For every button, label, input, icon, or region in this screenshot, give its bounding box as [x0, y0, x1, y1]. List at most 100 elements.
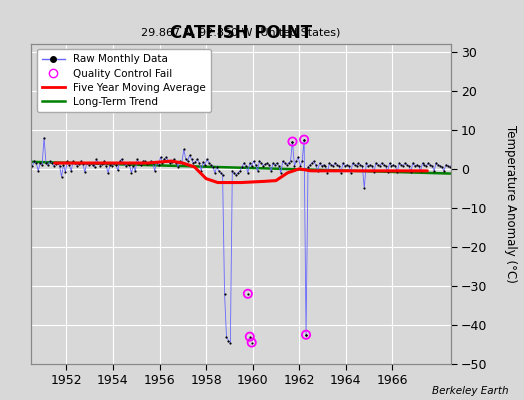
Point	[20, 164, 29, 170]
Point	[399, 162, 407, 169]
Point	[409, 160, 417, 166]
Point	[188, 156, 196, 162]
Point	[221, 290, 229, 297]
Point	[362, 160, 370, 166]
Point	[273, 160, 281, 166]
Point	[318, 162, 326, 169]
Point	[315, 160, 324, 166]
Legend: Raw Monthly Data, Quality Control Fail, Five Year Moving Average, Long-Term Tren: Raw Monthly Data, Quality Control Fail, …	[37, 49, 211, 112]
Point	[244, 170, 252, 176]
Point	[442, 162, 450, 168]
Point	[247, 162, 256, 169]
Point	[213, 164, 221, 170]
Point	[280, 160, 289, 166]
Point	[117, 156, 126, 162]
Point	[381, 162, 390, 169]
Point	[438, 164, 446, 170]
Point	[285, 160, 293, 166]
Point	[162, 154, 170, 160]
Point	[445, 164, 454, 170]
Point	[455, 162, 464, 168]
Point	[298, 158, 307, 164]
Point	[203, 156, 211, 162]
Point	[61, 169, 70, 175]
Point	[207, 162, 215, 168]
Point	[205, 160, 213, 166]
Point	[259, 162, 268, 169]
Point	[294, 154, 302, 160]
Point	[430, 168, 439, 174]
Point	[201, 162, 209, 168]
Point	[376, 162, 384, 169]
Point	[38, 162, 46, 168]
Point	[265, 162, 274, 168]
Point	[145, 160, 153, 166]
Point	[211, 170, 219, 176]
Point	[224, 337, 233, 344]
Point	[457, 162, 465, 169]
Point	[407, 169, 415, 175]
Point	[428, 162, 436, 169]
Point	[300, 136, 308, 143]
Point	[123, 160, 132, 166]
Point	[147, 158, 155, 164]
Point	[79, 161, 87, 167]
Point	[226, 339, 235, 346]
Point	[345, 162, 353, 169]
Point	[234, 170, 242, 176]
Point	[253, 168, 261, 174]
Point	[53, 160, 62, 166]
Point	[168, 159, 177, 165]
Point	[424, 160, 432, 166]
Point	[418, 160, 427, 166]
Point	[401, 160, 409, 166]
Point	[209, 164, 217, 170]
Point	[261, 161, 269, 167]
Point	[131, 168, 139, 174]
Point	[451, 164, 460, 170]
Point	[352, 162, 361, 169]
Point	[271, 162, 279, 168]
Point	[366, 162, 374, 168]
Point	[24, 164, 32, 170]
Point	[94, 160, 103, 166]
Point	[292, 158, 301, 164]
Point	[176, 158, 184, 164]
Point	[232, 172, 241, 178]
Point	[240, 160, 248, 166]
Point	[269, 160, 277, 166]
Point	[83, 160, 91, 166]
Point	[199, 159, 208, 165]
Point	[244, 290, 252, 297]
Point	[296, 162, 304, 169]
Point	[133, 156, 141, 162]
Point	[356, 162, 365, 168]
Point	[183, 158, 192, 164]
Point	[104, 170, 112, 176]
Point	[410, 162, 419, 169]
Point	[405, 162, 413, 169]
Point	[290, 162, 299, 169]
Point	[92, 156, 101, 162]
Point	[348, 160, 357, 166]
Point	[114, 167, 122, 173]
Point	[56, 162, 64, 169]
Point	[57, 174, 66, 180]
Point	[319, 162, 328, 168]
Point	[246, 334, 254, 340]
Point	[127, 170, 136, 176]
Point	[65, 162, 73, 168]
Point	[81, 169, 89, 175]
Point	[247, 339, 256, 346]
Point	[432, 160, 440, 166]
Point	[368, 162, 376, 169]
Point	[216, 170, 225, 176]
Point	[321, 162, 330, 169]
Point	[102, 162, 111, 169]
Point	[335, 162, 343, 169]
Point	[119, 160, 128, 166]
Point	[73, 162, 81, 169]
Text: 29.867 N, 92.850 W (United States): 29.867 N, 92.850 W (United States)	[141, 28, 341, 38]
Point	[267, 168, 275, 174]
Point	[277, 170, 285, 176]
